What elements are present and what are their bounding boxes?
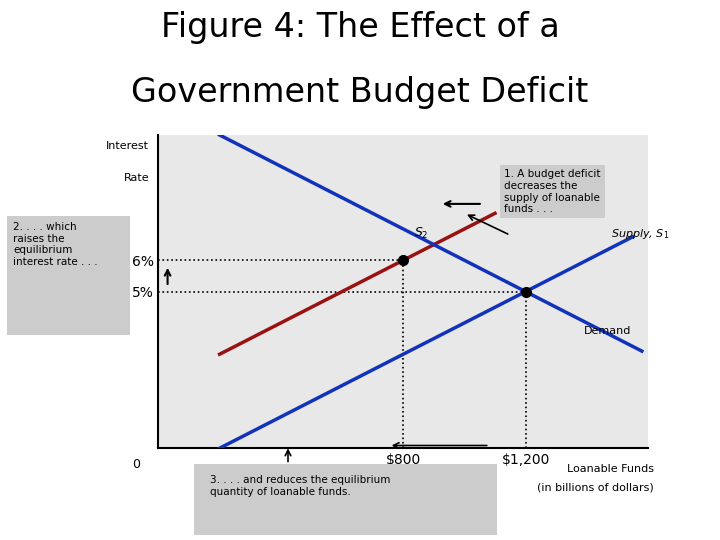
Text: Interest: Interest bbox=[107, 141, 149, 151]
Text: Demand: Demand bbox=[584, 326, 631, 336]
Text: (in billions of dollars): (in billions of dollars) bbox=[537, 483, 654, 492]
Text: Supply, $S_1$: Supply, $S_1$ bbox=[611, 227, 670, 241]
Text: 1. A budget deficit
decreases the
supply of loanable
funds . . .: 1. A budget deficit decreases the supply… bbox=[504, 170, 600, 214]
Text: 3. . . . and reduces the equilibrium
quantity of loanable funds.: 3. . . . and reduces the equilibrium qua… bbox=[210, 475, 390, 497]
Text: Government Budget Deficit: Government Budget Deficit bbox=[131, 76, 589, 109]
Text: $S_2$: $S_2$ bbox=[414, 226, 429, 241]
Text: 0: 0 bbox=[132, 457, 140, 470]
Text: Rate: Rate bbox=[124, 173, 149, 183]
Text: 2. . . . which
raises the
equilibrium
interest rate . . .: 2. . . . which raises the equilibrium in… bbox=[14, 222, 98, 267]
Text: Figure 4: The Effect of a: Figure 4: The Effect of a bbox=[161, 11, 559, 44]
Text: Loanable Funds: Loanable Funds bbox=[567, 464, 654, 474]
